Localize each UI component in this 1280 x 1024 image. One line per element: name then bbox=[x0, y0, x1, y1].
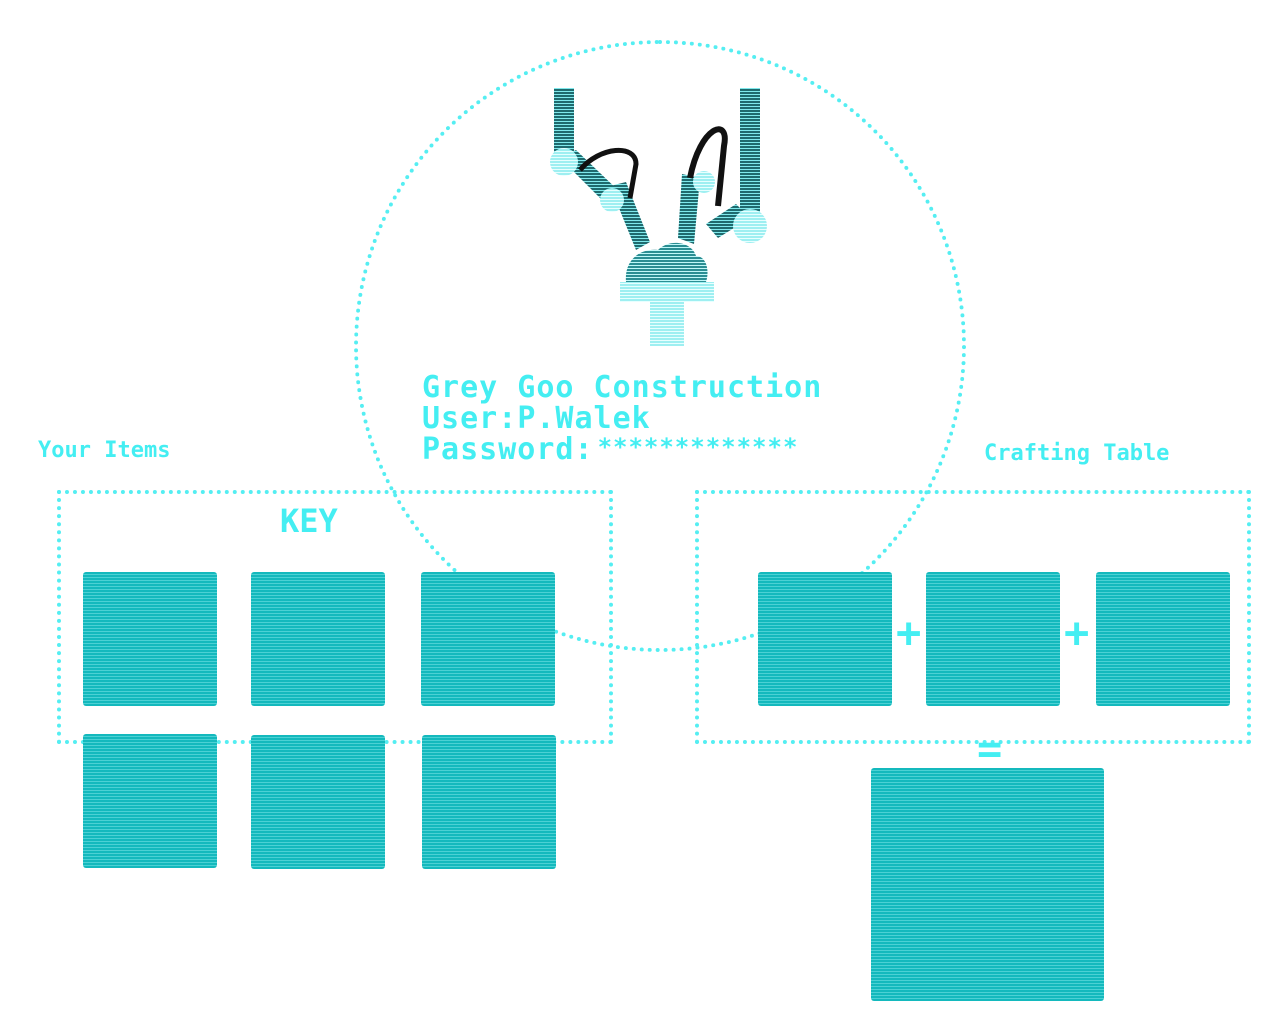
crafting-input-slot-1[interactable] bbox=[758, 572, 892, 706]
user-value: P.Walek bbox=[517, 401, 651, 436]
crafting-result-slot[interactable] bbox=[871, 768, 1104, 1001]
password-field[interactable]: ************* bbox=[597, 433, 799, 461]
plus-sign: + bbox=[896, 608, 922, 657]
key-label: KEY bbox=[280, 502, 338, 540]
login-circle bbox=[354, 40, 966, 652]
password-line: Password: ************* bbox=[422, 432, 798, 467]
company-title: Grey Goo Construction bbox=[422, 370, 823, 405]
inventory-slot-5[interactable] bbox=[251, 735, 385, 869]
crafting-panel bbox=[695, 490, 1251, 744]
plus-sign: + bbox=[1064, 608, 1090, 657]
your-items-label: Your Items bbox=[38, 438, 171, 463]
inventory-slot-2[interactable] bbox=[251, 572, 385, 706]
robot-arms-logo-icon bbox=[550, 88, 767, 346]
inventory-slot-1[interactable] bbox=[83, 572, 217, 706]
inventory-slot-3[interactable] bbox=[421, 572, 555, 706]
user-label: User: bbox=[422, 401, 518, 436]
crafting-table-label: Crafting Table bbox=[984, 441, 1170, 466]
user-line: User:P.Walek bbox=[422, 401, 651, 436]
crafting-input-slot-2[interactable] bbox=[926, 572, 1060, 706]
password-label: Password: bbox=[422, 432, 594, 467]
inventory-slot-6[interactable] bbox=[422, 735, 556, 869]
equals-sign: = bbox=[977, 724, 1003, 773]
crafting-input-slot-3[interactable] bbox=[1096, 572, 1230, 706]
inventory-slot-4[interactable] bbox=[83, 734, 217, 868]
